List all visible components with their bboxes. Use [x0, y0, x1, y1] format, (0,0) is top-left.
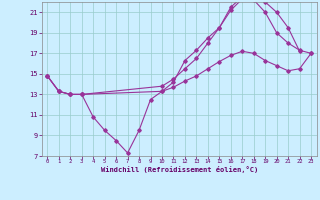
- X-axis label: Windchill (Refroidissement éolien,°C): Windchill (Refroidissement éolien,°C): [100, 166, 258, 173]
